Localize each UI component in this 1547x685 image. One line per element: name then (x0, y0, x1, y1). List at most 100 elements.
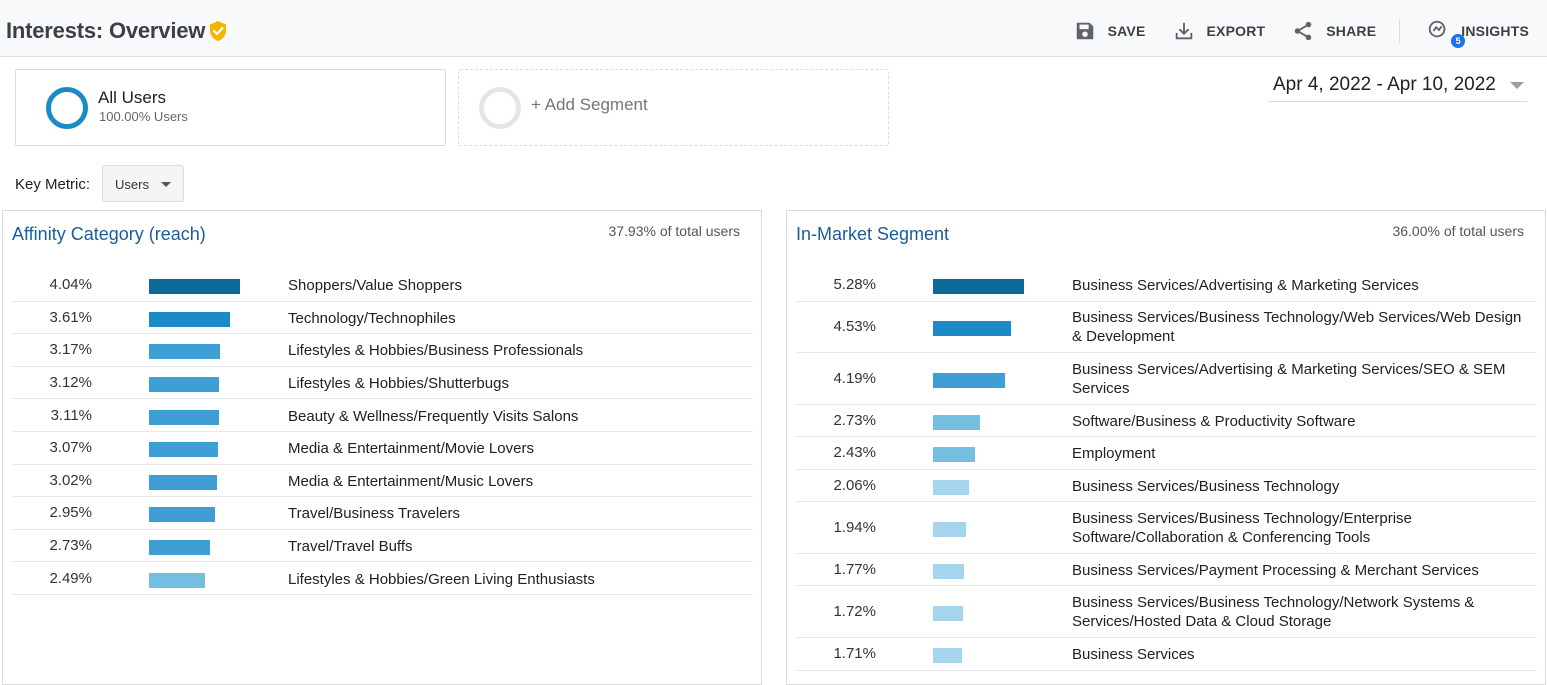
row-label[interactable]: Shoppers/Value Shoppers (288, 277, 463, 295)
save-icon (1076, 22, 1093, 40)
date-range-picker[interactable]: Apr 4, 2022 - Apr 10, 2022 (1268, 74, 1527, 102)
row-percentage: 2.06% (833, 477, 876, 495)
row-bar (149, 377, 219, 393)
row-label[interactable]: Business Services/Business Technology/We… (1072, 309, 1522, 346)
share-icon (1295, 21, 1312, 41)
table-row[interactable]: 1.72% Business Services/Business Technolo… (796, 586, 1537, 638)
table-row[interactable]: 2.49% Lifestyles & Hobbies/Green Living E… (12, 562, 753, 595)
in-market-panel: In-Market Segment 36.00% of total users … (786, 210, 1546, 685)
in-market-panel-title[interactable]: In-Market Segment (796, 224, 950, 244)
row-label[interactable]: Business Services/Advertising & Marketin… (1072, 277, 1419, 295)
insights-icon-wrap: 5 (1427, 19, 1466, 48)
row-label[interactable]: Travel/Travel Buffs (288, 538, 413, 556)
row-bar (149, 311, 230, 327)
table-row[interactable]: 3.61% Technology/Technophiles (12, 302, 753, 335)
insights-button[interactable]: 5 INSIGHTS (1427, 19, 1529, 48)
report-header: Interests: Overview SAVE EXPORT (0, 0, 1547, 57)
affinity-table: 4.04% Shoppers/Value Shoppers 3.61% Technol… (12, 269, 753, 595)
row-percentage: 4.04% (49, 276, 92, 294)
save-label: SAVE (1107, 23, 1146, 39)
row-label[interactable]: Business Services/Business Technology/En… (1072, 510, 1412, 547)
date-range-label: Apr 4, 2022 - Apr 10, 2022 (1273, 74, 1496, 95)
row-percentage: 2.73% (49, 537, 92, 555)
row-label[interactable]: Lifestyles & Hobbies/Green Living Enthus… (288, 570, 595, 588)
row-bar (933, 372, 1005, 388)
table-row[interactable]: 1.71% Business Services (796, 638, 1537, 671)
row-label[interactable]: Lifestyles & Hobbies/Business Profession… (288, 342, 584, 360)
share-label: SHARE (1326, 23, 1377, 39)
row-bar (149, 540, 210, 556)
row-label[interactable]: Business Services/Advertising & Marketin… (1072, 360, 1506, 397)
table-row[interactable]: 3.02% Media & Entertainment/Music Lovers (12, 465, 753, 498)
row-percentage: 1.71% (833, 645, 876, 663)
row-percentage: 5.28% (833, 276, 876, 294)
table-row[interactable]: 2.73% Travel/Travel Buffs (12, 530, 753, 563)
insights-count-badge: 5 (1451, 33, 1466, 48)
row-percentage: 3.11% (50, 406, 92, 424)
row-label[interactable]: Employment (1072, 445, 1156, 463)
segment-share: 100.00% Users (99, 109, 188, 124)
row-percentage: 3.17% (49, 341, 92, 359)
save-button[interactable]: SAVE (1074, 20, 1146, 42)
table-row[interactable]: 5.28% Business Services/Advertising & Mar… (796, 269, 1537, 302)
row-percentage: 4.53% (833, 318, 876, 336)
row-bar (149, 474, 217, 490)
row-label[interactable]: Lifestyles & Hobbies/Shutterbugs (288, 375, 509, 393)
key-metric-label: Key Metric: (15, 176, 91, 193)
share-button[interactable]: SHARE (1292, 20, 1376, 42)
row-label[interactable]: Media & Entertainment/Movie Lovers (288, 440, 534, 458)
row-percentage: 3.02% (49, 471, 92, 489)
row-percentage: 3.12% (49, 374, 92, 392)
in-market-total: 36.00% of total users (1392, 223, 1524, 239)
row-bar (933, 522, 966, 538)
row-label[interactable]: Business Services (1072, 646, 1195, 664)
table-row[interactable]: 1.77% Business Services/Payment Processin… (796, 554, 1537, 587)
row-label[interactable]: Business Services/Business Technology/Ne… (1072, 594, 1475, 631)
row-bar (933, 648, 962, 664)
segment-all-users[interactable]: All Users 100.00% Users (15, 69, 446, 146)
row-bar (933, 414, 980, 430)
table-row[interactable]: 1.94% Business Services/Business Technolo… (796, 502, 1537, 554)
verified-shield-icon[interactable] (208, 20, 228, 42)
row-bar (933, 480, 969, 496)
table-row[interactable]: 2.73% Software/Business & Productivity So… (796, 405, 1537, 438)
report-toolbar: SAVE EXPORT SHARE (1047, 18, 1529, 48)
row-label[interactable]: Software/Business & Productivity Softwar… (1072, 412, 1356, 430)
export-label: EXPORT (1206, 23, 1266, 39)
table-row[interactable]: 2.95% Travel/Business Travelers (12, 497, 753, 530)
row-percentage: 2.49% (49, 569, 92, 587)
row-percentage: 4.19% (833, 369, 876, 387)
table-row[interactable]: 3.17% Lifestyles & Hobbies/Business Profe… (12, 334, 753, 367)
segment-ring-icon (46, 87, 88, 129)
row-bar (149, 409, 219, 425)
add-segment-button[interactable]: + Add Segment (458, 69, 889, 146)
page-title: Interests: Overview (6, 18, 206, 43)
row-bar (933, 564, 964, 580)
row-label[interactable]: Media & Entertainment/Music Lovers (288, 472, 534, 490)
row-percentage: 1.72% (833, 603, 876, 621)
row-bar (149, 507, 215, 523)
table-row[interactable]: 2.06% Business Services/Business Technolo… (796, 470, 1537, 503)
key-metric-value: Users (115, 177, 149, 192)
empty-segment-ring-icon (479, 87, 521, 129)
affinity-panel-title[interactable]: Affinity Category (reach) (12, 224, 206, 244)
table-row[interactable]: 4.53% Business Services/Business Technolo… (796, 302, 1537, 354)
row-label[interactable]: Business Services/Business Technology (1072, 478, 1340, 496)
insights-label: INSIGHTS (1461, 23, 1529, 39)
table-row[interactable]: 4.04% Shoppers/Value Shoppers (12, 269, 753, 302)
row-bar (149, 442, 218, 458)
export-button[interactable]: EXPORT (1173, 20, 1266, 42)
row-label[interactable]: Business Services/Payment Processing & M… (1072, 562, 1479, 580)
key-metric-dropdown[interactable]: Users (102, 165, 184, 202)
row-label[interactable]: Technology/Technophiles (288, 309, 456, 327)
table-row[interactable]: 2.43% Employment (796, 437, 1537, 470)
row-bar (149, 344, 220, 360)
add-segment-label: + Add Segment (531, 95, 648, 114)
row-label[interactable]: Travel/Business Travelers (288, 505, 461, 523)
in-market-table: 5.28% Business Services/Advertising & Mar… (796, 269, 1537, 671)
row-label[interactable]: Beauty & Wellness/Frequently Visits Salo… (288, 407, 579, 425)
table-row[interactable]: 3.11% Beauty & Wellness/Frequently Visits… (12, 399, 753, 432)
table-row[interactable]: 4.19% Business Services/Advertising & Mar… (796, 353, 1537, 405)
table-row[interactable]: 3.07% Media & Entertainment/Movie Lovers (12, 432, 753, 465)
table-row[interactable]: 3.12% Lifestyles & Hobbies/Shutterbugs (12, 367, 753, 400)
